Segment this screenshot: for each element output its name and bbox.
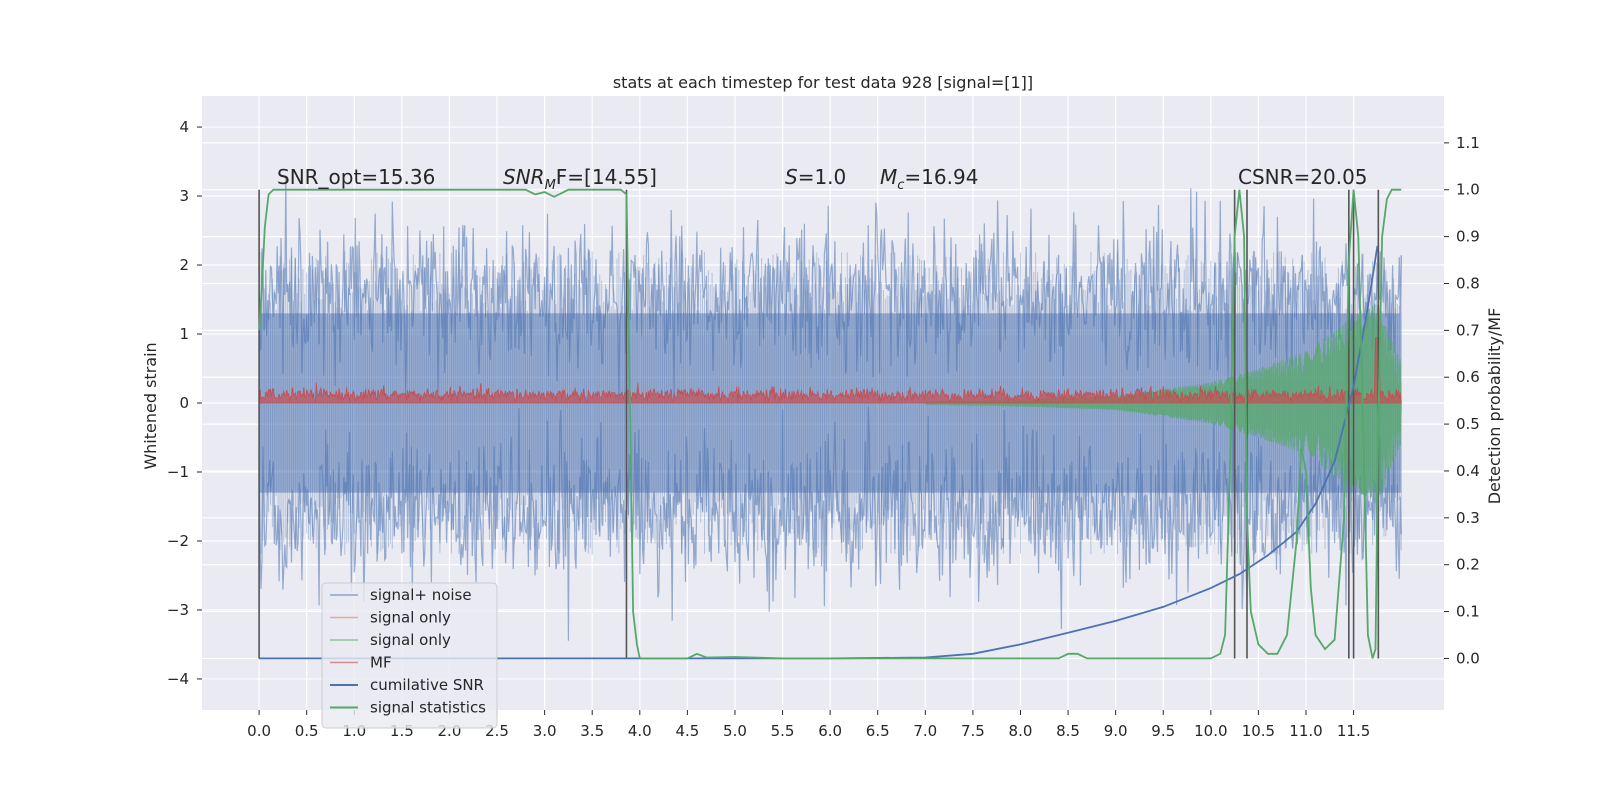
x-tick-label: 5.5 (771, 722, 795, 740)
cumulative-snr-line (259, 245, 1379, 660)
annotation-s: S=1.0 (785, 165, 846, 189)
y-tick-label: 0 (179, 394, 189, 412)
y-tick-label: −3 (167, 601, 189, 619)
x-tick-label: 11.0 (1289, 722, 1322, 740)
noise-band-upper (258, 175, 1402, 401)
y2-tick-label: 0.6 (1456, 368, 1480, 386)
x-tick-label: 6.0 (818, 722, 842, 740)
annotation-csnr: CSNR=20.05 (1238, 165, 1368, 189)
x-tick-label: 9.0 (1104, 722, 1128, 740)
x-tick-label: 9.5 (1151, 722, 1175, 740)
annotation-snr-mf-rest: F=[14.55] (556, 165, 657, 189)
legend: signal+ noise signal only signal only MF cum… (321, 582, 498, 729)
legend-label: signal only (370, 631, 451, 649)
noise-band-lower (258, 406, 1402, 641)
annotation-mc-italic: M (880, 165, 897, 189)
x-tick-label: 7.5 (961, 722, 985, 740)
vertical-lines-layer (258, 189, 1380, 659)
y2-tick-label: 0.2 (1456, 556, 1480, 574)
y2-tick-label: 0.7 (1456, 321, 1480, 339)
x-tick-label: 0.0 (247, 722, 271, 740)
x-tick-label: 3.0 (533, 722, 557, 740)
annotation-mc: Mc=16.94 (880, 165, 978, 193)
signal-statistics-line (258, 188, 1402, 660)
x-tick-label: 4.0 (628, 722, 652, 740)
y2-tick-label: 0.0 (1456, 649, 1480, 667)
y2-tick-label: 0.8 (1456, 274, 1480, 292)
y2-tick-label: 1.1 (1456, 134, 1480, 152)
annotation-snr-mf-main: SNR (503, 165, 545, 189)
mf-band (258, 337, 1402, 404)
y2-tick-label: 0.5 (1456, 415, 1480, 433)
x-tick-label: 3.5 (580, 722, 604, 740)
annotation-mc-rest: =16.94 (904, 165, 978, 189)
legend-label: signal+ noise (370, 586, 472, 604)
mf-layer (258, 337, 1402, 404)
y-tick-label: 1 (179, 325, 189, 343)
y2-tick-label: 0.4 (1456, 462, 1480, 480)
annotation-snr-mf-sub: M (545, 178, 556, 193)
y2-tick-label: 0.1 (1456, 603, 1480, 621)
annotation-mc-sub: c (897, 178, 904, 193)
x-tick-label: 8.0 (1009, 722, 1033, 740)
legend-label: MF (370, 654, 392, 672)
y-axis-label: Whitened strain (141, 342, 160, 469)
x-tick-label: 11.5 (1337, 722, 1370, 740)
y-tick-label: −2 (167, 532, 189, 550)
x-tick-label: 5.0 (723, 722, 747, 740)
y-tick-label: −1 (167, 463, 189, 481)
annotation-snr-mf: SNRMF=[14.55] (503, 165, 657, 193)
y2-tick-label: 1.0 (1456, 181, 1480, 199)
legend-label: cumilative SNR (370, 676, 484, 694)
y2-tick-label: 0.9 (1456, 228, 1480, 246)
annotation-s-italic: S (785, 165, 798, 189)
legend-box (321, 582, 498, 729)
x-tick-label: 4.5 (675, 722, 699, 740)
x-tick-label: 10.5 (1242, 722, 1275, 740)
y2-axis-label: Detection probability/MF (1485, 308, 1504, 505)
y-tick-label: 3 (179, 187, 189, 205)
y-tick-label: 4 (179, 118, 189, 136)
annotation-snr-opt: SNR_opt=15.36 (277, 165, 435, 189)
chart-title: stats at each timestep for test data 928… (613, 73, 1033, 92)
curve-layer (258, 188, 1402, 660)
y-tick-label: 2 (179, 256, 189, 274)
x-tick-label: 6.5 (866, 722, 890, 740)
annotation-s-rest: =1.0 (798, 165, 847, 189)
legend-label: signal only (370, 609, 451, 627)
x-tick-label: 7.0 (913, 722, 937, 740)
y-tick-label: −4 (167, 670, 189, 688)
y2-tick-label: 0.3 (1456, 509, 1480, 527)
x-tick-label: 10.0 (1194, 722, 1227, 740)
x-tick-label: 8.5 (1056, 722, 1080, 740)
legend-label: signal statistics (370, 699, 486, 717)
x-tick-label: 0.5 (295, 722, 319, 740)
